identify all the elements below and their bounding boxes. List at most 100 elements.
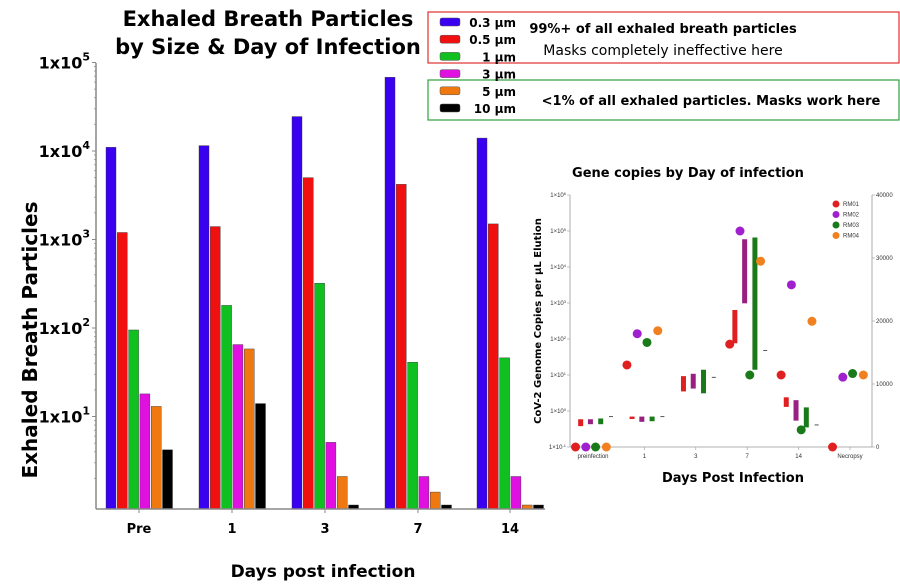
tick-base: 1×10 bbox=[550, 409, 564, 415]
inset-y2-tick-label: 30000 bbox=[876, 256, 893, 262]
tick-exponent: 0 bbox=[564, 407, 567, 412]
tick-exponent: 1 bbox=[82, 405, 90, 418]
bar-14-0.5um bbox=[488, 223, 499, 510]
inset-y-tick-label: 1×105 bbox=[550, 227, 567, 235]
legend-group-box-large bbox=[427, 79, 900, 121]
inset-x-tick-label: 1 bbox=[643, 454, 647, 460]
tick-exponent: 5 bbox=[82, 51, 90, 64]
inset-point-RM01 bbox=[571, 442, 581, 452]
legend-note-small-particles: 99%+ of all exhaled breath particles bbox=[529, 22, 797, 37]
inset-box bbox=[680, 376, 686, 392]
main-y-tick-label: 1x105 bbox=[39, 51, 90, 73]
bar-Pre-0.5um bbox=[117, 232, 128, 510]
inset-box bbox=[752, 237, 758, 370]
main-bars bbox=[105, 77, 544, 510]
inset-point-RM04 bbox=[858, 370, 868, 380]
tick-base: 1×10 bbox=[549, 445, 563, 451]
inset-point-RM03 bbox=[745, 370, 755, 380]
main-x-axis-label: Days post infection bbox=[231, 562, 416, 582]
tick-base: 1×10 bbox=[550, 301, 564, 307]
inset-y-tick-label: 1×103 bbox=[550, 299, 567, 307]
bar-1-1um bbox=[221, 305, 232, 510]
inset-y2-tick-label: 0 bbox=[876, 445, 880, 451]
tick-exponent: 3 bbox=[564, 299, 567, 304]
inset-y2-tick-label: 40000 bbox=[876, 193, 893, 199]
inset-box bbox=[639, 416, 645, 422]
bar-7-0.5um bbox=[396, 184, 407, 510]
main-y-tick-label: 1x102 bbox=[39, 316, 90, 338]
main-x-tick-label: 1 bbox=[227, 522, 236, 537]
bar-14-3um bbox=[510, 476, 522, 510]
inset-chart-title: Gene copies by Day of infection bbox=[572, 166, 804, 181]
inset-box bbox=[701, 369, 707, 394]
inset-y-tick-label: 1×104 bbox=[550, 263, 567, 271]
bar-1-0.5um bbox=[210, 226, 221, 510]
main-chart-title-line-1: Exhaled Breath Particles bbox=[123, 7, 414, 31]
tick-base: 1x10 bbox=[39, 142, 83, 161]
bar-1-3um bbox=[232, 344, 244, 510]
inset-point-RM04 bbox=[601, 442, 611, 452]
inset-point-RM01 bbox=[776, 370, 786, 380]
main-x-tick-label: Pre bbox=[127, 522, 152, 537]
main-x-tick-label: 7 bbox=[413, 522, 422, 537]
bar-Pre-1um bbox=[128, 329, 139, 510]
legend-note-large-particles: <1% of all exhaled particles. Masks work… bbox=[542, 94, 881, 109]
tick-exponent: 2 bbox=[82, 316, 90, 329]
bar-7-0.3um bbox=[384, 77, 396, 510]
legend-label: 0.3 µm bbox=[469, 16, 516, 30]
tick-base: 1x10 bbox=[39, 319, 83, 338]
inset-box bbox=[649, 416, 655, 422]
bar-Pre-10um bbox=[162, 449, 173, 510]
bar-3-5um bbox=[337, 476, 348, 510]
main-x-axis: Pre 1 3 7 14 bbox=[127, 509, 519, 537]
main-y-tick-label: 1x104 bbox=[39, 139, 91, 161]
inset-point-RM02 bbox=[581, 442, 591, 452]
tick-exponent: 1 bbox=[564, 371, 567, 376]
inset-x-tick-label: 7 bbox=[746, 454, 750, 460]
inset-point-RM01 bbox=[828, 442, 838, 452]
bar-3-0.3um bbox=[291, 116, 303, 510]
bar-Pre-5um bbox=[150, 406, 162, 510]
legend-label: 0.5 µm bbox=[469, 33, 516, 47]
inset-point-RM03 bbox=[848, 369, 858, 379]
inset-box bbox=[803, 407, 809, 428]
inset-point-RM02 bbox=[838, 372, 848, 382]
legend-swatch bbox=[439, 52, 461, 61]
tick-exponent: 2 bbox=[564, 335, 567, 340]
tick-base: 1×10 bbox=[550, 373, 564, 379]
bar-7-5um bbox=[430, 491, 441, 510]
inset-point-RM03 bbox=[642, 337, 652, 347]
inset-y2-tick-label: 10000 bbox=[876, 382, 893, 388]
inset-y-axis-label: CoV-2 Genome Copies per µL Elution bbox=[533, 218, 544, 424]
inset-box bbox=[598, 418, 604, 425]
inset-box bbox=[742, 239, 748, 304]
inset-chart: 1×1061×1051×1041×1031×1021×1011×1001×10-… bbox=[549, 191, 893, 460]
tick-base: 1x10 bbox=[39, 231, 83, 250]
bar-7-1um bbox=[407, 362, 418, 510]
inset-legend-label: RM02 bbox=[843, 213, 860, 219]
inset-point-RM04 bbox=[653, 326, 663, 336]
legend-label: 5 µm bbox=[482, 85, 516, 99]
inset-y-tick-label: 1×10-1 bbox=[549, 443, 567, 451]
main-x-tick-label: 3 bbox=[320, 522, 329, 537]
inset-y-tick-label: 1×100 bbox=[550, 407, 567, 415]
bar-Pre-0.3um bbox=[105, 147, 117, 510]
inset-box bbox=[587, 419, 593, 425]
tick-exponent: -1 bbox=[562, 443, 566, 448]
inset-x-axis-label: Days Post Infection bbox=[662, 471, 804, 486]
inset-point-RM02 bbox=[786, 280, 796, 290]
inset-y-tick-label: 1×102 bbox=[550, 335, 567, 343]
main-y-tick-label: 1x103 bbox=[39, 228, 90, 250]
tick-base: 1×10 bbox=[550, 337, 564, 343]
inset-x-tick-label: 14 bbox=[795, 454, 802, 460]
main-chart-title-line-2: by Size & Day of Infection bbox=[115, 35, 421, 59]
inset-box bbox=[690, 373, 696, 389]
bar-14-1um bbox=[499, 357, 510, 510]
main-y-axis-label: Exhaled Breath Particles bbox=[18, 201, 42, 478]
inset-point-RM04 bbox=[807, 316, 817, 326]
inset-legend-label: RM01 bbox=[843, 202, 860, 208]
inset-y-tick-label: 1×106 bbox=[550, 191, 567, 199]
legend-note-masks-ineffective: Masks completely ineffective here bbox=[543, 43, 782, 59]
